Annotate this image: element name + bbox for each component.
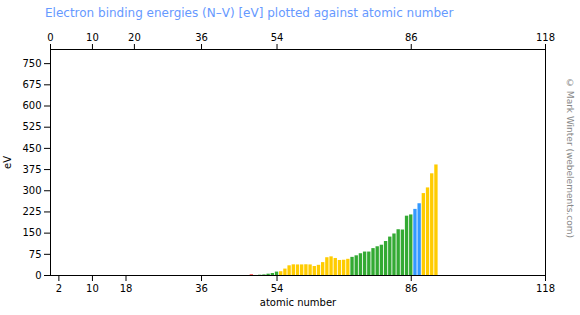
svg-text:atomic number: atomic number: [260, 297, 337, 308]
svg-text:118: 118: [536, 283, 555, 294]
svg-text:525: 525: [22, 121, 41, 132]
svg-text:225: 225: [22, 206, 41, 217]
svg-text:750: 750: [22, 58, 41, 69]
svg-text:10: 10: [86, 283, 99, 294]
svg-text:eV: eV: [2, 156, 13, 169]
svg-text:675: 675: [22, 79, 41, 90]
svg-text:0: 0: [35, 270, 41, 281]
svg-text:54: 54: [271, 32, 284, 43]
svg-text:300: 300: [22, 185, 41, 196]
svg-text:118: 118: [536, 32, 555, 43]
svg-text:36: 36: [195, 32, 208, 43]
svg-text:20: 20: [128, 32, 141, 43]
svg-text:36: 36: [195, 283, 208, 294]
svg-text:54: 54: [271, 283, 284, 294]
svg-text:86: 86: [405, 283, 418, 294]
svg-text:450: 450: [22, 143, 41, 154]
svg-text:0: 0: [47, 32, 53, 43]
svg-text:86: 86: [405, 32, 418, 43]
svg-text:10: 10: [86, 32, 99, 43]
html-text:© Mark Winter (webelements.com: © Mark Winter (webelements.com): [565, 77, 575, 238]
html-text:Electron binding energies (N–V: Electron binding energies (N–V) [eV] plo…: [45, 6, 454, 20]
svg-text:2: 2: [56, 283, 62, 294]
svg-text:600: 600: [22, 100, 41, 111]
svg-text:150: 150: [22, 227, 41, 238]
svg-text:375: 375: [22, 164, 41, 175]
svg-text:18: 18: [120, 283, 133, 294]
svg-text:75: 75: [29, 249, 42, 260]
